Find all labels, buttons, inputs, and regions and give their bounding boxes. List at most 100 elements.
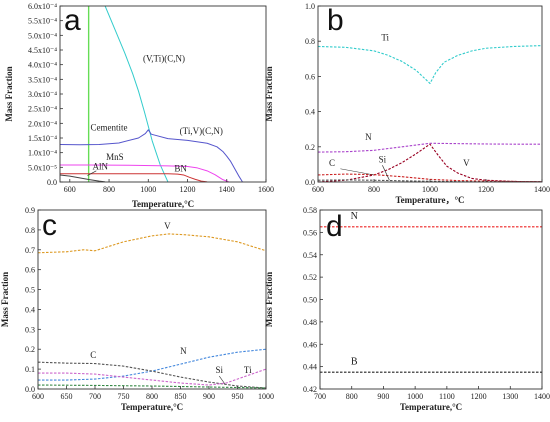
series-line-bn [60,174,207,182]
x-tick-label: 800 [146,392,158,401]
x-tick-label: 850 [175,392,187,401]
series-annotation: Si [216,365,224,375]
x-tick-label: 1200 [471,392,487,401]
series-line-v [38,234,266,253]
y-tick-label: 6.0x10⁻⁴ [28,2,57,11]
series-annotation: B [351,356,358,367]
series-annotation: Ti [381,32,389,42]
y-tick-label: 0.2 [25,345,35,354]
y-axis-title: Mass Fraction [4,66,14,121]
y-tick-label: 0.58 [303,206,317,215]
y-tick-label: 0.2 [305,143,315,152]
y-tick-label: 0.9 [25,206,35,215]
x-tick-label: 800 [368,185,380,194]
y-tick-label: 5.0x10⁻⁵ [28,163,57,172]
y-tick-label: 5.0x10⁻⁴ [28,31,57,40]
series-annotation: N [351,211,358,222]
y-axis-title: Mass Fraction [0,272,10,327]
x-tick-label: 650 [61,392,73,401]
series-annotation: N [180,346,187,356]
panel-letter: a [64,4,81,37]
y-tick-label: 3.0x10⁻⁴ [28,90,57,99]
y-tick-label: 0.0 [305,178,315,187]
y-tick-label: 0.0 [25,385,35,394]
x-axis-title: Temperature，°C [395,195,464,205]
si-pointer-arrow-c [219,376,225,384]
y-tick-label: 1.0x10⁻⁴ [28,149,57,158]
panel-letter: d [326,210,343,243]
y-tick-label: 0.6 [25,266,35,275]
panel-letter: c [42,209,57,242]
series-line-v [318,144,542,182]
series-annotation: N [365,132,372,142]
y-axis-title: Mass Fraction [264,66,274,121]
series-group [60,6,242,182]
y-tick-label: 4.0x10⁻⁴ [28,61,57,70]
series-line-c [38,362,266,388]
series-annotation: Ti [244,365,252,375]
series-annotation: (Ti,V)(C,N) [180,126,223,136]
x-tick-label: 700 [89,392,101,401]
x-tick-label: 1300 [502,392,518,401]
x-tick-label: 1100 [439,392,455,401]
y-tick-label: 0.0 [47,178,57,187]
si-pointer-arrow [382,165,389,180]
series-annotation: BN [174,164,187,174]
x-tick-label: 1000 [422,185,438,194]
y-tick-label: 5.5x10⁻⁴ [28,17,57,26]
plot-frame [318,6,542,182]
y-tick-label: 0.42 [303,385,317,394]
series-annotation: C [90,350,96,360]
y-tick-label: 2.0x10⁻⁴ [28,119,57,128]
plot-frame [38,210,266,389]
x-tick-label: 1000 [258,392,274,401]
y-tick-label: 0.4 [25,305,35,314]
y-tick-label: 0.48 [303,318,317,327]
y-tick-label: 0.5 [25,286,35,295]
series-annotation: V [463,158,470,168]
y-tick-label: 1.0 [305,2,315,11]
x-tick-label: 1600 [258,185,274,194]
y-tick-label: 0.3 [25,325,35,334]
x-axis-title: Temperature,°C [400,402,462,412]
y-tick-label: 0.8 [25,226,35,235]
y-tick-label: 0.44 [303,363,317,372]
y-tick-label: 0.50 [303,296,317,305]
x-tick-label: 600 [64,185,76,194]
x-tick-label: 950 [232,392,244,401]
x-tick-label: 1200 [478,185,494,194]
x-axis-title: Temperature,°C [121,402,183,412]
y-tick-label: 1.5x10⁻⁴ [28,134,57,143]
x-tick-label: 1400 [534,392,550,401]
series-annotation: C [329,158,335,168]
x-tick-label: 1400 [219,185,235,194]
y-tick-label: 0.8 [305,37,315,46]
x-tick-label: 1200 [180,185,196,194]
series-annotation: V [164,221,171,231]
y-tick-label: 0.7 [25,246,35,255]
y-tick-label: 4.5x10⁻⁴ [28,46,57,55]
y-tick-label: 0.56 [303,228,317,237]
x-tick-label: 800 [103,185,115,194]
x-tick-label: 800 [346,392,358,401]
x-tick-label: 900 [203,392,215,401]
y-tick-label: 0.1 [25,365,35,374]
series-annotation: Si [379,155,387,165]
series-line-ti [38,369,266,385]
y-tick-label: 2.5x10⁻⁴ [28,105,57,114]
series-annotation: MnS [106,152,124,162]
y-tick-label: 0.4 [305,108,315,117]
x-tick-label: 750 [118,392,130,401]
x-axis-title: Temperature,°C [132,199,194,209]
series-line-ti [318,46,542,84]
y-tick-label: 0.52 [303,273,317,282]
y-tick-label: 0.46 [303,340,317,349]
plot-frame [60,6,266,182]
series-line-n [38,349,266,380]
y-tick-label: 0.6 [305,72,315,81]
series-annotation: AlN [92,161,108,171]
